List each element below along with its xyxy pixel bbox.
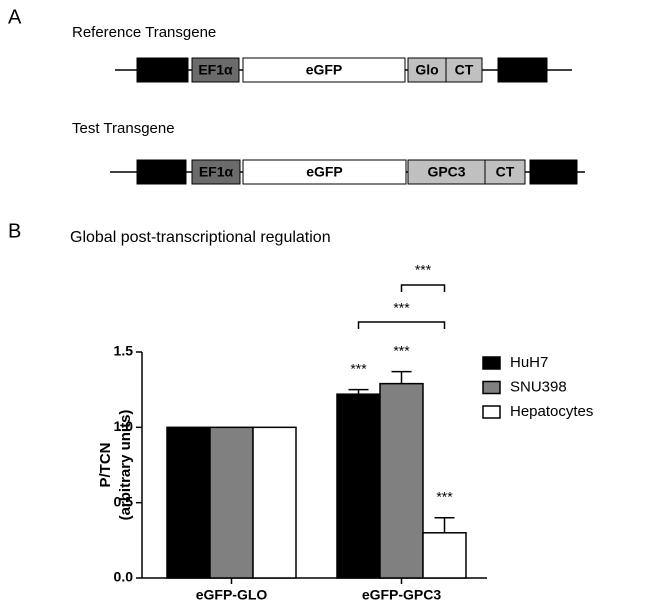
element-box	[242, 57, 406, 83]
element-box	[191, 57, 240, 83]
element-label: EF1α	[198, 62, 233, 78]
bar	[336, 393, 381, 579]
element-label: LTR	[149, 62, 175, 78]
panel-label: B	[8, 220, 21, 242]
element-label: LTR	[148, 164, 174, 180]
bracket-label: ***	[393, 300, 410, 316]
y-tick-label: 0.0	[114, 569, 134, 585]
transgene-title: Test Transgene	[72, 120, 175, 137]
bar	[379, 382, 424, 579]
element-label: eGFP	[306, 164, 343, 180]
bracket-label: ***	[415, 262, 432, 278]
y-axis-label: P/TCN	[97, 443, 114, 488]
element-box	[242, 159, 407, 185]
element-label: eGFP	[306, 62, 343, 78]
x-tick-label: eGFP-GPC3	[362, 587, 442, 603]
element-box	[445, 57, 483, 83]
element-box	[191, 159, 241, 185]
legend-swatch	[482, 356, 501, 370]
y-tick-label: 0.5	[114, 493, 134, 509]
x-tick-label: eGFP-GLO	[196, 587, 268, 603]
bar	[422, 532, 467, 579]
element-box	[136, 159, 187, 185]
y-tick-label: 1.5	[114, 343, 134, 359]
element-label: CT	[455, 62, 474, 78]
legend-label: Hepatocytes	[510, 403, 593, 420]
legend-label: SNU398	[510, 378, 567, 395]
y-tick-label: 1.0	[114, 418, 134, 434]
element-label: LTR	[509, 62, 535, 78]
legend-swatch	[482, 380, 501, 395]
element-box	[484, 159, 526, 185]
element-label: EF1α	[199, 164, 234, 180]
element-box	[497, 57, 548, 83]
bar	[252, 426, 297, 579]
legend-label: HuH7	[510, 354, 548, 371]
significance-label: ***	[436, 488, 453, 504]
element-box	[529, 159, 578, 185]
transgene-title: Reference Transgene	[72, 24, 216, 41]
significance-label: ***	[350, 360, 367, 376]
significance-label: ***	[393, 342, 410, 358]
bar	[209, 426, 254, 579]
element-box	[407, 57, 447, 83]
bar	[166, 426, 211, 579]
element-box	[407, 159, 486, 185]
bracket	[400, 284, 446, 292]
chart-title: Global post-transcriptional regulation	[70, 229, 331, 246]
element-label: Glo	[415, 62, 438, 78]
panel-label: A	[8, 6, 22, 28]
element-label: GPC3	[427, 164, 465, 180]
bracket	[357, 321, 446, 329]
element-label: CT	[496, 164, 515, 180]
element-label: LTR	[540, 164, 566, 180]
element-box	[136, 57, 189, 83]
y-axis-label: (arbitrary units)	[117, 410, 134, 521]
legend-swatch	[482, 405, 501, 419]
